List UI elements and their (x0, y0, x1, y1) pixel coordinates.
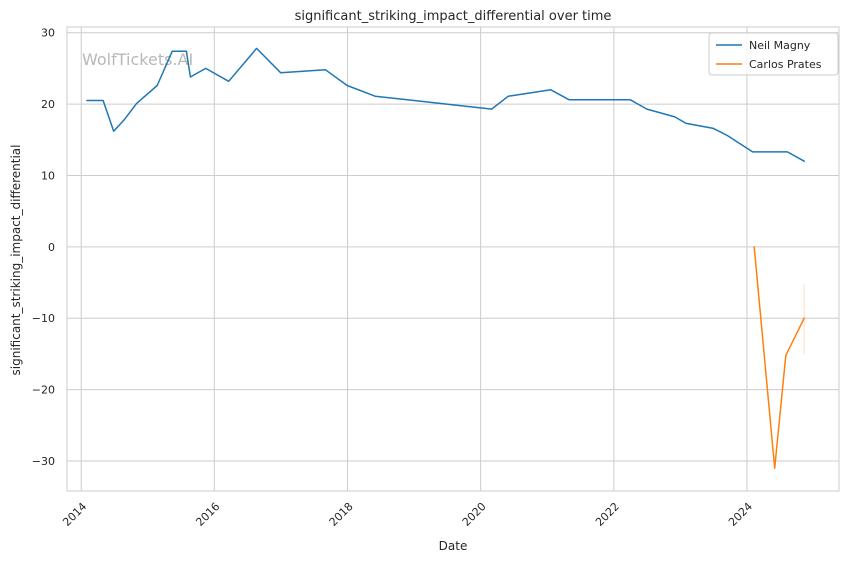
legend: Neil Magny Carlos Prates (708, 32, 839, 76)
series-line (86, 47, 805, 162)
series-line (753, 246, 805, 469)
y-axis-ticks: 30 20 10 0 −10 −20 −30 (32, 27, 55, 468)
y-tick-label: 0 (48, 241, 55, 254)
y-tick-label: 30 (41, 27, 55, 40)
y-axis-label: significant_striking_impact_differential (9, 145, 23, 376)
series-layer (86, 47, 805, 469)
x-axis-label: Date (439, 539, 468, 553)
plot-frame (66, 26, 840, 492)
y-tick-label: −20 (32, 384, 55, 397)
watermark-text: WolfTickets.AI (82, 50, 193, 69)
y-tick-label: −10 (32, 312, 55, 325)
legend-label: Carlos Prates (749, 58, 822, 71)
legend-label: Neil Magny (749, 39, 811, 52)
y-tick-label: 10 (41, 169, 55, 182)
grid-lines (67, 27, 839, 491)
y-tick-label: 20 (41, 98, 55, 111)
chart-title: significant_striking_impact_differential… (295, 9, 612, 24)
y-tick-label: −30 (32, 455, 55, 468)
